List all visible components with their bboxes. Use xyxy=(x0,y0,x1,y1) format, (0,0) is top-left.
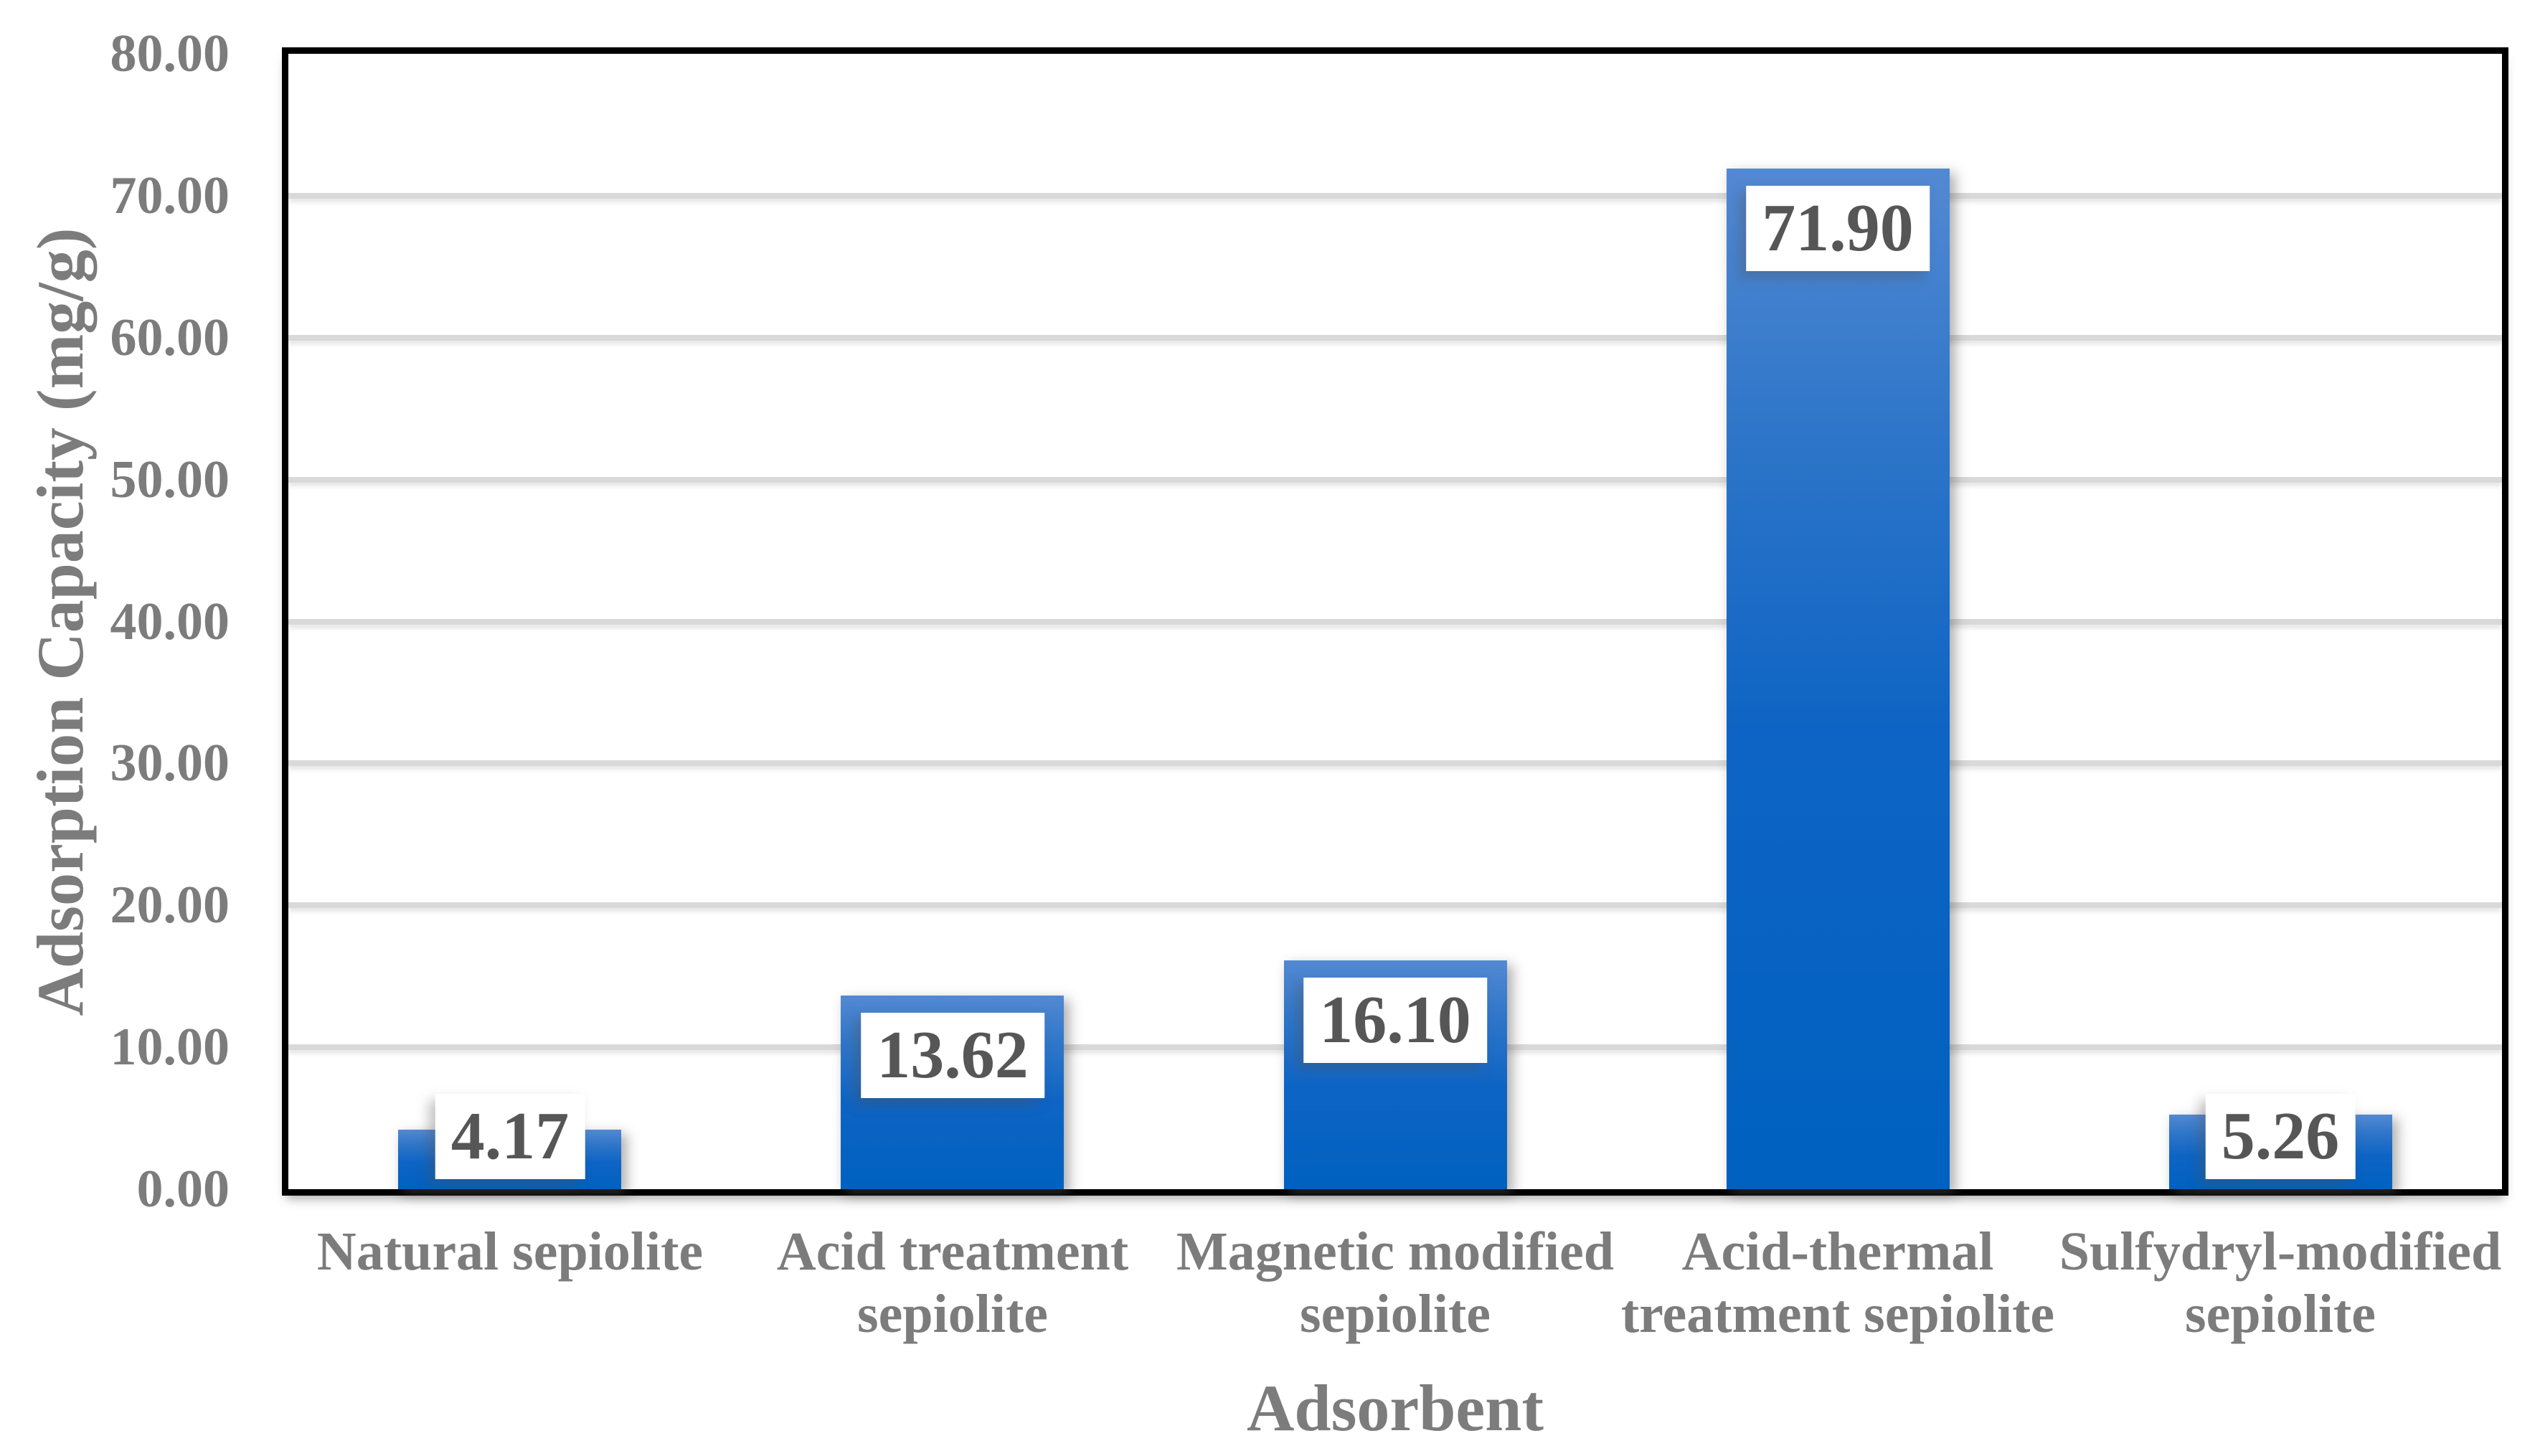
gridline xyxy=(288,477,2502,483)
category-label-4: Acid-thermal treatment sepiolite xyxy=(1620,1221,2055,1345)
y-tick-label: 40.00 xyxy=(110,592,230,651)
data-label-1: 4.17 xyxy=(435,1094,585,1180)
gridline xyxy=(288,619,2502,625)
y-tick-label: 50.00 xyxy=(110,450,230,509)
data-label-3: 16.10 xyxy=(1303,978,1487,1064)
y-tick-label: 80.00 xyxy=(110,24,230,83)
category-label-1: Natural sepiolite xyxy=(316,1221,704,1282)
gridline xyxy=(288,760,2502,766)
gridline xyxy=(288,902,2502,908)
y-tick-label: 10.00 xyxy=(110,1018,230,1077)
y-tick-label: 30.00 xyxy=(110,734,230,793)
gridline xyxy=(288,335,2502,341)
category-label-3: Magnetic modified sepiolite xyxy=(1176,1221,1614,1345)
gridline xyxy=(288,193,2502,199)
category-label-2: Acid treatment sepiolite xyxy=(776,1221,1129,1345)
category-label-5: Sulfydryl-modified sepiolite xyxy=(2059,1221,2502,1345)
y-tick-label: 20.00 xyxy=(110,876,230,935)
data-label-5: 5.26 xyxy=(2205,1094,2356,1180)
plot-inner: 4.17 13.62 16.10 71.90 5.26 xyxy=(288,54,2502,1189)
data-label-4: 71.90 xyxy=(1746,186,1930,272)
y-tick-label: 0.00 xyxy=(136,1160,230,1219)
x-axis-title: Adsorbent xyxy=(1246,1371,1544,1445)
y-tick-label: 70.00 xyxy=(110,166,230,225)
data-label-2: 13.62 xyxy=(861,1013,1044,1099)
bar-4 xyxy=(1727,169,1950,1189)
y-tick-label: 60.00 xyxy=(110,308,230,367)
